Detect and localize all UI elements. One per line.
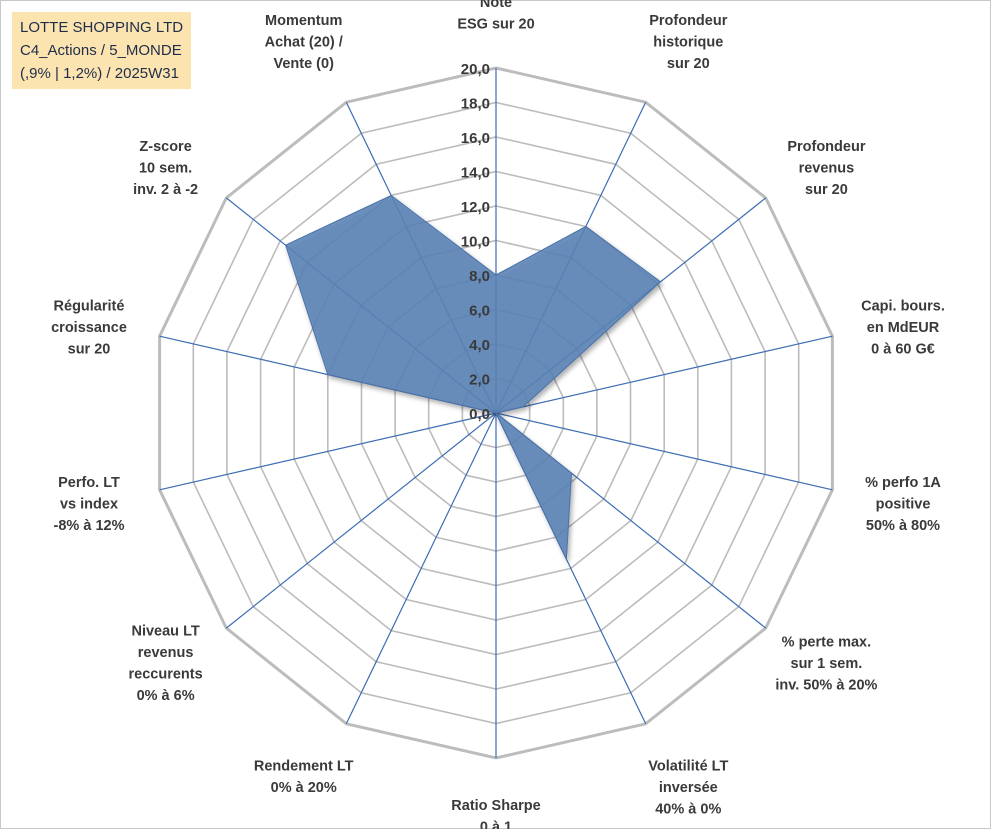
axis-label: % perte max. sur 1 sem. inv. 50% à 20% [775, 634, 877, 693]
tick-label: 16,0 [461, 130, 490, 147]
axis-label: Rendement LT 0% à 20% [254, 759, 354, 797]
axis-label-line: % perfo 1A [865, 475, 941, 491]
axis-label: % perfo 1A positive 50% à 80% [865, 475, 941, 534]
axis-label-line: -8% à 12% [54, 518, 125, 534]
tick-label: 12,0 [461, 199, 490, 216]
axis-label-line: inversée [659, 780, 718, 796]
axis-label-line: Régularité [54, 298, 125, 314]
axis-label-line: 0% à 6% [137, 688, 195, 704]
axis-label-line: Ratio Sharpe [451, 798, 540, 814]
axis-label-line: 50% à 80% [866, 518, 940, 534]
axis-spoke [495, 335, 833, 414]
axis-label-line: sur 20 [805, 182, 848, 198]
axis-label-line: Z-score [139, 139, 191, 155]
axis-label-line: inv. 50% à 20% [775, 677, 877, 693]
axis-label-line: Momentum [265, 13, 342, 29]
axis-labels: Note ESG sur 20 Profondeur historique sur 20… [51, 0, 945, 829]
axis-label-line: Capi. bours. [861, 298, 945, 314]
axis-label-line: 0 à 1 [480, 820, 512, 829]
axis-label-line: Note [480, 0, 512, 11]
axis-label-line: 0% à 20% [271, 780, 337, 796]
title-line-category: C4_Actions / 5_MONDE [20, 42, 182, 59]
axis-label: Ratio Sharpe 0 à 1 [451, 798, 540, 829]
axis-label-line: ESG sur 20 [457, 17, 534, 33]
title-line-period: (,9% | 1,2%) / 2025W31 [20, 65, 179, 82]
axis-label-line: % perte max. [782, 634, 871, 650]
tick-labels: 0,0 2,0 4,0 6,0 8,0 10,0 12,0 14,0 16,0 18,0 20,0 [461, 61, 490, 423]
axis-label: Niveau LT revenus reccurents 0% à 6% [129, 624, 203, 705]
axis-label-line: Profondeur [787, 139, 865, 155]
axis-label-line: reccurents [129, 667, 203, 683]
axis-label-line: positive [876, 497, 931, 513]
axis-label-line: sur 20 [667, 56, 710, 72]
tick-label: 14,0 [461, 165, 490, 182]
axis-label-line: 10 sem. [139, 161, 192, 177]
axis-label-line: Niveau LT [131, 624, 199, 640]
tick-label: 4,0 [469, 337, 490, 354]
axis-spoke [345, 412, 497, 725]
axis-spoke [159, 412, 497, 491]
axis-label-line: Perfo. LT [58, 475, 120, 491]
axis-label: Z-score 10 sem. inv. 2 à -2 [133, 139, 198, 198]
axis-label-line: Profondeur [649, 13, 727, 29]
axis-label-line: Volatilité LT [648, 759, 728, 775]
tick-label: 10,0 [461, 234, 490, 251]
tick-label: 8,0 [469, 268, 490, 285]
axis-label: Profondeur revenus sur 20 [787, 139, 865, 198]
title-line-company: LOTTE SHOPPING LTD [20, 19, 184, 36]
tick-label: 20,0 [461, 61, 490, 78]
axis-label-line: 40% à 0% [655, 802, 721, 818]
axis-label: Volatilité LT inversée 40% à 0% [648, 759, 728, 818]
axis-label-line: Rendement LT [254, 759, 354, 775]
series-area [284, 194, 662, 562]
axis-label-line: Achat (20) / [265, 34, 343, 50]
axis-label-line: historique [653, 34, 723, 50]
axis-label-line: revenus [138, 645, 194, 661]
axis-label-line: sur 1 sem. [791, 656, 863, 672]
axis-label-line: 0 à 60 G€ [871, 341, 935, 357]
axis-label-line: en MdEUR [867, 320, 940, 336]
axis-label: Momentum Achat (20) / Vente (0) [265, 13, 343, 72]
axis-label-line: sur 20 [68, 341, 111, 357]
axis-label-line: inv. 2 à -2 [133, 182, 198, 198]
tick-label: 2,0 [469, 372, 490, 389]
series-polygon [284, 194, 662, 562]
axis-label: Capi. bours. en MdEUR 0 à 60 G€ [861, 298, 945, 357]
axis-label-line: Vente (0) [273, 56, 334, 72]
tick-label: 0,0 [469, 406, 490, 423]
chart-title-box: LOTTE SHOPPING LTD C4_Actions / 5_MONDE … [12, 12, 192, 89]
axis-label-line: revenus [799, 161, 855, 177]
axis-label: Profondeur historique sur 20 [649, 13, 727, 72]
axis-label-line: vs index [60, 497, 118, 513]
axis-label: Perfo. LT vs index -8% à 12% [54, 475, 125, 534]
axis-spoke [495, 412, 833, 491]
axis-label: Note ESG sur 20 [457, 0, 534, 33]
axis-label-line: croissance [51, 320, 127, 336]
axis-label: Régularité croissance sur 20 [51, 298, 127, 357]
tick-label: 6,0 [469, 303, 490, 320]
axis-spoke [225, 412, 497, 629]
tick-label: 18,0 [461, 96, 490, 113]
